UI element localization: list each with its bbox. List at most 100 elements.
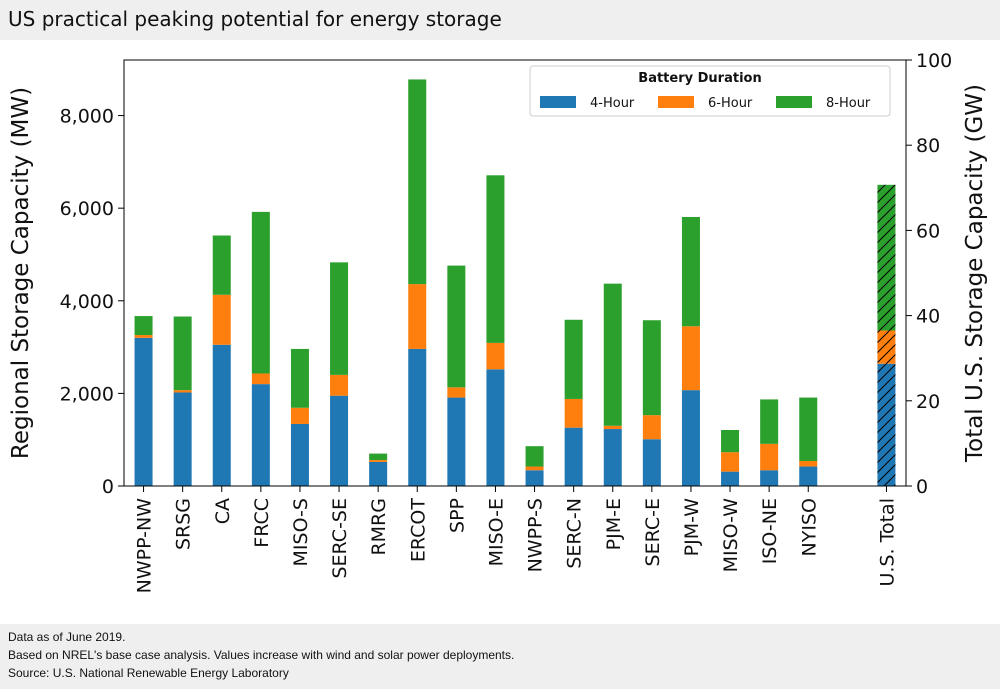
bar-pjm-w-8-hour — [681, 216, 700, 327]
bar-iso-ne-4-hour — [760, 470, 779, 486]
legend-label-8-hour: 8-Hour — [826, 96, 871, 111]
bar-iso-ne-6-hour — [760, 443, 779, 471]
bar-pjm-e-4-hour — [603, 429, 622, 486]
bar-ca-8-hour — [212, 235, 231, 295]
bar-srsg-8-hour — [173, 316, 192, 391]
bar-nwpp-nw-4-hour — [134, 337, 153, 486]
y-tick-label: 0 — [102, 476, 114, 498]
bar-serc-se-8-hour — [330, 262, 349, 375]
footer-source-note: Source: U.S. National Renewable Energy L… — [8, 666, 289, 680]
bar-us-total-hatch-4-hour — [877, 363, 896, 486]
bar-serc-se-4-hour — [330, 395, 349, 486]
bar-nyiso-8-hour — [799, 397, 818, 461]
bar-srsg-4-hour — [173, 392, 192, 486]
x-tick-label: SERC-N — [564, 498, 586, 569]
legend-swatch-4-hour — [540, 96, 576, 108]
bar-srsg-6-hour — [173, 390, 192, 393]
bar-nyiso-4-hour — [799, 466, 818, 486]
x-tick-label: FRCC — [251, 498, 273, 548]
bar-serc-n-8-hour — [564, 319, 583, 399]
bar-miso-e-6-hour — [486, 342, 505, 370]
page-title: US practical peaking potential for energ… — [8, 7, 502, 31]
x-tick-label: MISO-S — [290, 498, 312, 566]
bar-serc-n-6-hour — [564, 398, 583, 428]
x-tick-label: PJM-E — [603, 498, 625, 550]
bar-serc-se-6-hour — [330, 374, 349, 396]
bar-miso-w-4-hour — [721, 471, 740, 486]
y2-tick-label: 0 — [916, 476, 928, 498]
bar-miso-s-4-hour — [290, 423, 309, 486]
x-tick-label: NWPP-S — [525, 498, 547, 572]
y2-tick-label: 100 — [916, 50, 952, 72]
bar-spp-8-hour — [447, 265, 466, 388]
bar-frcc-4-hour — [251, 384, 270, 486]
y-tick-label: 8,000 — [60, 106, 114, 128]
x-tick-label: ISO-NE — [759, 498, 781, 564]
bar-miso-s-6-hour — [290, 407, 309, 424]
x-tick-label: U.S. Total — [876, 498, 898, 586]
bar-us-total-hatch-6-hour — [877, 330, 896, 364]
x-tick-label: NYISO — [798, 498, 820, 556]
bar-nwpp-s-4-hour — [525, 470, 544, 486]
bar-miso-e-8-hour — [486, 175, 505, 343]
x-tick-label: SRSG — [173, 498, 195, 550]
bar-nyiso-6-hour — [799, 460, 818, 467]
bar-nwpp-s-8-hour — [525, 446, 544, 467]
bar-us-total-hatch-8-hour — [877, 184, 896, 331]
bar-frcc-6-hour — [251, 373, 270, 385]
bar-pjm-e-6-hour — [603, 425, 622, 430]
bar-serc-e-4-hour — [642, 439, 661, 486]
x-tick-label: ERCOT — [407, 498, 429, 562]
footer-method-note: Based on NREL's base case analysis. Valu… — [8, 648, 515, 662]
bar-serc-e-6-hour — [642, 415, 661, 440]
x-tick-label: NWPP-NW — [134, 498, 156, 594]
bar-nwpp-s-6-hour — [525, 466, 544, 471]
bar-ca-6-hour — [212, 294, 231, 345]
bar-spp-4-hour — [447, 397, 466, 486]
bar-ercot-4-hour — [408, 348, 427, 486]
stacked-bar-chart: 0 2,000 4,000 6,000 8,000 0 20 40 60 80 100 NWPP-NW… — [8, 50, 988, 594]
bar-pjm-e-8-hour — [603, 283, 622, 426]
x-tick-label: SERC-SE — [329, 498, 351, 579]
bar-miso-e-4-hour — [486, 369, 505, 486]
y-axis-label: Regional Storage Capacity (MW) — [8, 87, 34, 459]
footer-date-note: Data as of June 2019. — [8, 630, 126, 644]
header-band: US practical peaking potential for energ… — [0, 0, 1000, 40]
bar-ercot-8-hour — [408, 79, 427, 285]
y2-tick-label: 40 — [916, 306, 940, 328]
bar-serc-n-4-hour — [564, 427, 583, 486]
chart-area: 0 2,000 4,000 6,000 8,000 0 20 40 60 80 100 NWPP-NW… — [0, 40, 1000, 624]
bar-miso-w-8-hour — [721, 429, 740, 453]
y-tick-label: 6,000 — [60, 198, 114, 220]
x-tick-label: RMRG — [368, 498, 390, 556]
x-tick-label: MISO-W — [720, 498, 742, 573]
x-tick-label: PJM-W — [681, 498, 703, 557]
y2-tick-label: 20 — [916, 391, 940, 413]
bar-ca-4-hour — [212, 344, 231, 486]
plot-frame — [123, 59, 907, 487]
y2-axis-label: Total U.S. Storage Capacity (GW) — [962, 84, 988, 463]
bar-serc-e-8-hour — [642, 320, 661, 416]
bar-nwpp-nw-6-hour — [134, 335, 153, 338]
y-tick-label: 4,000 — [60, 291, 114, 313]
x-tick-label: SERC-E — [642, 498, 664, 566]
footer-notes: Data as of June 2019. Based on NREL's ba… — [0, 624, 1000, 689]
bar-spp-6-hour — [447, 387, 466, 398]
bar-miso-w-6-hour — [721, 452, 740, 472]
legend-swatch-6-hour — [658, 96, 694, 108]
legend-label-4-hour: 4-Hour — [590, 96, 635, 111]
legend-label-6-hour: 6-Hour — [708, 96, 753, 111]
bar-rmrg-6-hour — [369, 460, 388, 462]
bar-nwpp-nw-8-hour — [134, 316, 153, 336]
legend-swatch-8-hour — [776, 96, 812, 108]
bar-miso-s-8-hour — [290, 348, 309, 408]
y2-tick-label: 80 — [916, 135, 940, 157]
y-tick-label: 2,000 — [60, 383, 114, 405]
y2-tick-label: 60 — [916, 220, 940, 242]
x-tick-label: SPP — [446, 498, 468, 533]
bar-pjm-w-6-hour — [681, 326, 700, 391]
bar-rmrg-8-hour — [369, 453, 388, 461]
legend-title: Battery Duration — [638, 71, 761, 86]
bar-iso-ne-8-hour — [760, 399, 779, 444]
x-tick-label: MISO-E — [485, 498, 507, 566]
